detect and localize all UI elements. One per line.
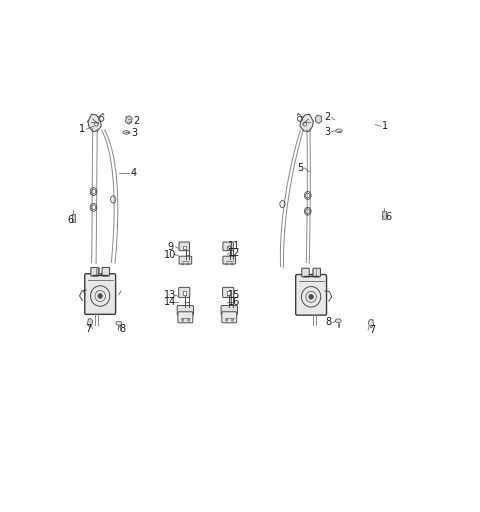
Text: 1: 1 — [79, 124, 84, 134]
Polygon shape — [315, 115, 322, 123]
Text: 13: 13 — [164, 290, 176, 300]
Ellipse shape — [123, 131, 130, 134]
Text: 15: 15 — [228, 290, 240, 300]
Bar — [183, 246, 186, 249]
Polygon shape — [87, 318, 93, 327]
FancyBboxPatch shape — [85, 274, 116, 314]
Text: 1: 1 — [383, 121, 389, 132]
Bar — [183, 291, 186, 295]
Ellipse shape — [116, 321, 122, 325]
FancyBboxPatch shape — [313, 268, 321, 277]
Ellipse shape — [226, 319, 228, 321]
Text: 12: 12 — [228, 248, 240, 258]
FancyBboxPatch shape — [221, 306, 238, 315]
FancyBboxPatch shape — [296, 274, 326, 315]
FancyBboxPatch shape — [102, 267, 109, 276]
Ellipse shape — [231, 263, 233, 265]
Bar — [227, 246, 230, 249]
Bar — [72, 214, 75, 222]
Bar — [227, 291, 230, 295]
Text: 10: 10 — [164, 250, 176, 260]
FancyBboxPatch shape — [223, 242, 233, 251]
FancyBboxPatch shape — [178, 312, 193, 323]
Text: 9: 9 — [168, 242, 174, 252]
Text: 6: 6 — [67, 215, 73, 225]
Ellipse shape — [226, 263, 228, 265]
FancyBboxPatch shape — [223, 287, 234, 297]
FancyBboxPatch shape — [177, 306, 193, 315]
Text: 7: 7 — [85, 324, 91, 334]
Text: 7: 7 — [369, 325, 376, 335]
Polygon shape — [300, 114, 313, 132]
FancyBboxPatch shape — [179, 287, 190, 297]
FancyBboxPatch shape — [223, 256, 236, 264]
Circle shape — [309, 294, 313, 299]
Text: 16: 16 — [228, 297, 240, 307]
FancyBboxPatch shape — [222, 312, 237, 323]
Polygon shape — [125, 116, 132, 124]
FancyBboxPatch shape — [91, 267, 98, 276]
Bar — [382, 211, 385, 219]
Text: 6: 6 — [385, 212, 391, 222]
Text: 2: 2 — [133, 116, 139, 126]
Circle shape — [98, 294, 102, 298]
Polygon shape — [368, 319, 373, 328]
Ellipse shape — [335, 319, 341, 323]
FancyBboxPatch shape — [179, 242, 190, 251]
Ellipse shape — [188, 319, 190, 321]
Text: 8: 8 — [120, 324, 126, 334]
Text: 14: 14 — [164, 297, 176, 307]
Ellipse shape — [231, 319, 234, 321]
FancyBboxPatch shape — [179, 256, 192, 264]
Text: 5: 5 — [297, 163, 303, 173]
Text: 8: 8 — [325, 317, 332, 328]
Ellipse shape — [336, 129, 342, 133]
Ellipse shape — [182, 263, 184, 265]
Text: 3: 3 — [324, 126, 330, 137]
Ellipse shape — [187, 263, 189, 265]
Text: 11: 11 — [228, 241, 240, 251]
Ellipse shape — [181, 319, 184, 321]
Text: 3: 3 — [132, 128, 137, 138]
Text: 2: 2 — [324, 113, 330, 122]
Polygon shape — [88, 114, 101, 132]
FancyBboxPatch shape — [302, 268, 309, 277]
Text: 4: 4 — [131, 168, 137, 178]
